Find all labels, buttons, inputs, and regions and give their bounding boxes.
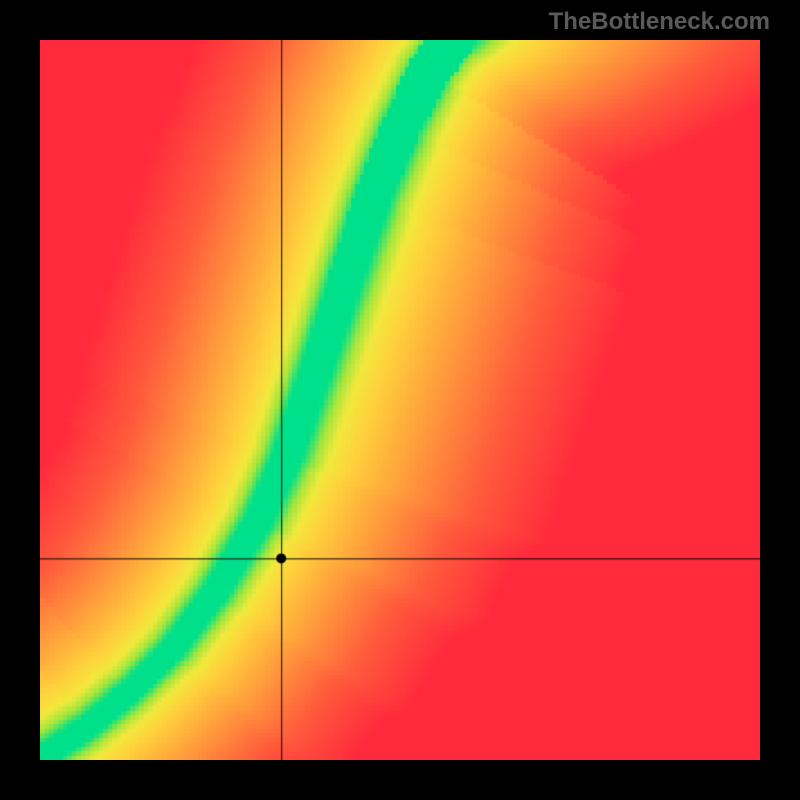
watermark-text: TheBottleneck.com — [549, 8, 770, 36]
heatmap-canvas — [40, 40, 760, 760]
chart-container: TheBottleneck.com — [0, 0, 800, 800]
